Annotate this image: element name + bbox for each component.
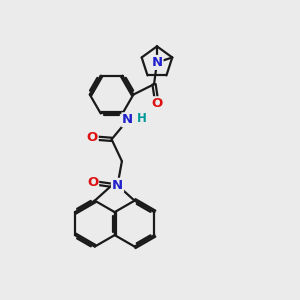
Text: N: N [152, 56, 163, 69]
Text: N: N [112, 179, 123, 192]
Text: H: H [136, 112, 146, 125]
Text: O: O [86, 131, 98, 144]
Text: O: O [151, 97, 163, 110]
Text: N: N [122, 113, 134, 126]
Text: O: O [87, 176, 98, 189]
